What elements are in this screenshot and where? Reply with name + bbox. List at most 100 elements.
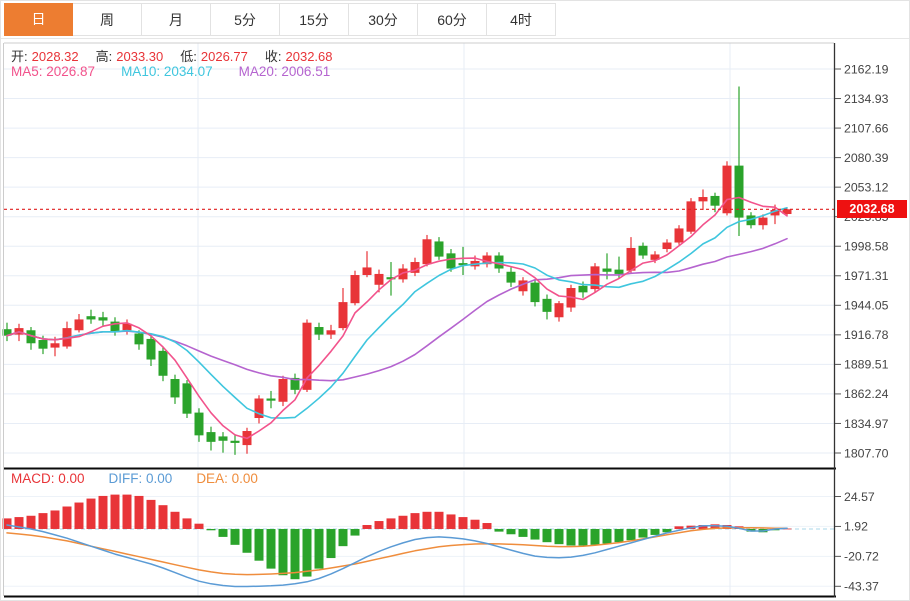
- dea-line: [6, 526, 788, 576]
- tab-4hour[interactable]: 4时: [487, 3, 556, 36]
- close-pair: 收: 2032.68: [265, 46, 333, 65]
- candle-body: [122, 323, 132, 331]
- macd-hist-bar: [674, 526, 684, 529]
- macd-hist-bar: [122, 494, 132, 529]
- candle-body: [134, 333, 144, 345]
- open-value: 2028.32: [31, 49, 79, 64]
- open-label: 开:: [11, 49, 28, 64]
- macd-hist-bar: [398, 515, 408, 529]
- candle-body: [614, 269, 624, 274]
- candle-body: [74, 319, 84, 331]
- candle-body: [434, 241, 444, 257]
- high-value: 2033.30: [116, 49, 164, 64]
- price-axis-label: 1807.70: [844, 446, 889, 460]
- macd-hist-bar: [146, 499, 156, 529]
- tab-5min[interactable]: 5分: [211, 3, 280, 36]
- macd-value: MACD: 0.00: [11, 471, 85, 486]
- close-label: 收:: [264, 49, 282, 64]
- candle-body: [278, 379, 288, 402]
- macd-hist-bar: [410, 513, 420, 529]
- macd-hist-bar: [134, 495, 144, 529]
- low-value: 2026.77: [200, 49, 248, 64]
- price-axis-label: 2053.12: [844, 180, 889, 194]
- candle-body: [290, 377, 300, 390]
- candle-body: [314, 327, 324, 335]
- macd-hist-bar: [302, 528, 312, 577]
- candle-body: [446, 253, 456, 269]
- macd-hist-bar: [662, 528, 672, 533]
- diff-line: [6, 524, 788, 588]
- period-tabbar: 日周月 5分 15分 30分 60分 4时: [1, 1, 909, 39]
- candle-body: [398, 268, 408, 280]
- price-axis-label: 1916.78: [844, 328, 889, 342]
- candle-body: [722, 165, 732, 214]
- macd-hist-bar: [374, 521, 384, 529]
- candle-body: [518, 280, 528, 292]
- macd-axis-label: 24.57: [844, 490, 875, 504]
- candle-body: [554, 303, 564, 318]
- tab-30min[interactable]: 30分: [349, 3, 418, 36]
- candle-body: [782, 209, 792, 215]
- candle-body: [362, 267, 372, 276]
- price-axis-label: 1971.31: [844, 269, 889, 283]
- macd-axis-label: -43.37: [844, 580, 879, 594]
- tab-week[interactable]: 周: [73, 3, 142, 36]
- candle-body: [266, 398, 276, 401]
- macd-hist-bar: [2, 518, 12, 529]
- tab-day[interactable]: 日: [4, 3, 73, 36]
- candle-body: [698, 197, 708, 202]
- candle-body: [254, 398, 264, 419]
- macd-hist-bar: [110, 494, 120, 529]
- macd-hist-bar: [26, 515, 36, 529]
- current-price-tag: 2032.68: [837, 200, 907, 218]
- price-axis-label: 2107.66: [844, 121, 889, 135]
- macd-hist-bar: [506, 528, 516, 535]
- candle-body: [734, 165, 744, 218]
- macd-hist-bar: [170, 511, 180, 529]
- candle-body: [506, 271, 516, 283]
- candle-body: [374, 273, 384, 285]
- ma5-line: [6, 196, 788, 440]
- ohlc-info-row: 开: 2028.32 高: 2033.30 低: 2026.77 收: 2032.68: [11, 46, 333, 65]
- macd-hist-bar: [518, 528, 528, 537]
- tab-month[interactable]: 月: [142, 3, 211, 36]
- candle-body: [410, 262, 420, 273]
- macd-axis-label: -20.72: [844, 550, 879, 564]
- macd-hist-bar: [278, 528, 288, 576]
- macd-hist-bar: [590, 528, 600, 545]
- candle-body: [746, 215, 756, 226]
- candle-body: [2, 329, 12, 336]
- candle-body: [386, 277, 396, 280]
- candle-body: [482, 255, 492, 265]
- macd-hist-bar: [710, 524, 720, 529]
- macd-hist-bar: [206, 528, 216, 531]
- candle-body: [590, 266, 600, 290]
- tab-60min[interactable]: 60分: [418, 3, 487, 36]
- macd-hist-bar: [326, 528, 336, 559]
- macd-hist-bar: [194, 523, 204, 529]
- high-label: 高:: [95, 49, 113, 64]
- candle-body: [146, 338, 156, 360]
- candle-body: [350, 275, 360, 304]
- candle-body: [218, 436, 228, 441]
- macd-hist-bar: [470, 519, 480, 529]
- candle-body: [194, 412, 204, 436]
- macd-info-row: MACD: 0.00 DIFF: 0.00 DEA: 0.00: [11, 471, 258, 486]
- candle-body: [326, 330, 336, 335]
- macd-hist-bar: [566, 528, 576, 546]
- macd-hist-bar: [650, 528, 660, 535]
- macd-hist-bar: [542, 528, 552, 543]
- tab-15min[interactable]: 15分: [280, 3, 349, 36]
- macd-hist-bar: [698, 525, 708, 529]
- candle-body: [50, 343, 60, 348]
- panel-divider: [4, 467, 836, 470]
- candle-body: [170, 379, 180, 398]
- low-pair: 低: 2026.77: [180, 46, 248, 65]
- macd-hist-bar: [446, 514, 456, 529]
- macd-hist-bar: [218, 528, 228, 537]
- dea-value: DEA: 0.00: [196, 471, 258, 486]
- macd-hist-bar: [38, 513, 48, 529]
- candle-body: [770, 210, 780, 216]
